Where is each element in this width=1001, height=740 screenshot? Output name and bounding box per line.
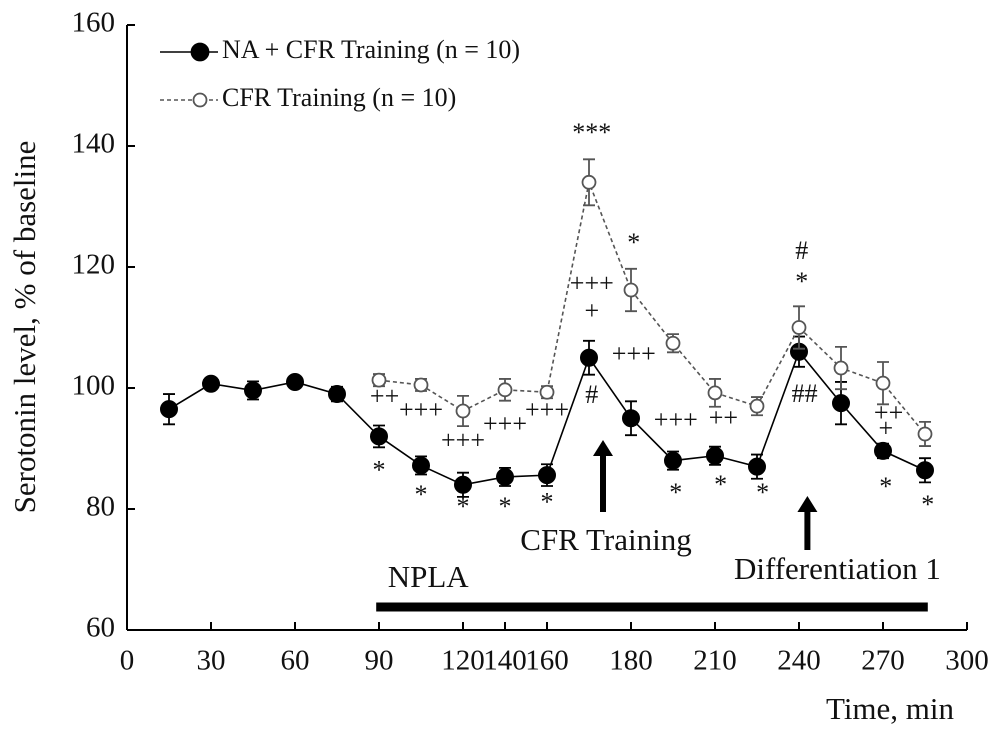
significance-mark: +++ [399, 395, 443, 424]
x-axis-label: Time, min [826, 691, 955, 726]
significance-mark: * [795, 267, 808, 296]
arrow-label: Differentiation 1 [734, 551, 941, 586]
significance-mark: * [541, 488, 554, 517]
arrow-label: CFR Training [520, 522, 691, 557]
x-tick-label: 90 [365, 645, 394, 677]
data-point [539, 384, 555, 400]
data-point [833, 360, 849, 376]
data-point [286, 372, 304, 391]
significance-mark: ++ [370, 381, 399, 410]
data-point [328, 385, 346, 404]
data-point [202, 374, 220, 393]
significance-mark: ++ [709, 403, 738, 432]
significance-mark: +++ [441, 425, 485, 454]
data-point [917, 426, 933, 442]
x-tick-label: 120 [441, 645, 485, 677]
significance-mark: * [669, 478, 682, 507]
significance-mark: # [795, 236, 808, 265]
significance-mark: +++ [570, 269, 614, 298]
significance-mark: # [585, 380, 598, 409]
y-tick-label: 160 [72, 7, 116, 39]
data-point [454, 475, 472, 494]
y-tick-label: 120 [72, 249, 116, 281]
y-tick-label: 100 [72, 370, 116, 402]
y-tick-label: 60 [86, 612, 115, 644]
data-point [370, 427, 388, 446]
significance-mark: * [457, 492, 470, 521]
data-point [538, 466, 556, 485]
x-tick-label: 180 [609, 645, 653, 677]
data-point [749, 398, 765, 414]
significance-mark: +++ [612, 339, 656, 368]
x-tick-label: 60 [281, 645, 310, 677]
data-point [622, 409, 640, 428]
significance-mark: +++ [525, 395, 569, 424]
x-tick-label: 300 [945, 645, 989, 677]
data-point [496, 467, 514, 486]
significance-mark: +++ [483, 409, 527, 438]
data-point [706, 446, 724, 465]
data-point [497, 382, 513, 398]
data-point [371, 372, 387, 388]
x-tick-label: 140 [483, 645, 527, 677]
y-tick-label: 140 [72, 128, 116, 160]
data-point [455, 403, 471, 419]
data-point [623, 282, 639, 298]
significance-mark: + [584, 296, 599, 325]
data-point [916, 461, 934, 480]
x-tick-label: 270 [861, 645, 905, 677]
significance-mark: + [878, 413, 893, 442]
significance-mark: * [879, 472, 892, 501]
y-axis-label: Serotonin level, % of baseline [7, 141, 42, 514]
legend-label: NA + CFR Training (n = 10) [222, 35, 520, 64]
legend-label: CFR Training (n = 10) [222, 83, 456, 112]
x-tick-label: 160 [525, 645, 569, 677]
arrow-head [593, 440, 613, 456]
data-point [160, 400, 178, 419]
x-tick-label: 240 [777, 645, 821, 677]
series-line [378, 179, 926, 435]
data-point [581, 174, 597, 190]
data-point [664, 451, 682, 470]
significance-mark: * [921, 490, 934, 519]
significance-mark: * [756, 478, 769, 507]
y-tick-label: 80 [86, 491, 115, 523]
significance-mark: * [627, 228, 640, 257]
significance-mark: *** [572, 118, 611, 147]
data-point [748, 457, 766, 476]
data-point [874, 441, 892, 460]
period-label: NPLA [388, 559, 470, 594]
significance-mark: * [714, 470, 727, 499]
data-point [832, 394, 850, 413]
data-point [244, 381, 262, 400]
legend-marker [192, 92, 208, 108]
significance-mark: * [499, 492, 512, 521]
significance-mark: ++ [874, 398, 903, 427]
legend-marker [190, 42, 210, 62]
significance-mark: * [373, 456, 386, 485]
data-point [665, 335, 681, 351]
data-point [707, 385, 723, 401]
data-point [580, 348, 598, 367]
significance-mark: +++ [654, 405, 698, 434]
x-tick-label: 30 [197, 645, 226, 677]
x-tick-label: 210 [693, 645, 737, 677]
data-point [413, 377, 429, 393]
data-point [412, 456, 430, 475]
arrow-head [797, 496, 818, 512]
significance-mark: ## [792, 379, 818, 408]
significance-mark: * [415, 480, 428, 509]
data-point [875, 375, 891, 391]
x-tick-label: 0 [120, 645, 135, 677]
data-point [791, 320, 807, 335]
